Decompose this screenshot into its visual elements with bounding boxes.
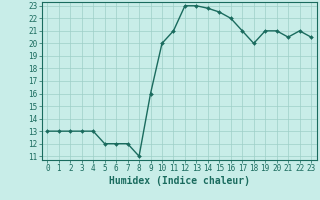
X-axis label: Humidex (Indice chaleur): Humidex (Indice chaleur) bbox=[109, 176, 250, 186]
